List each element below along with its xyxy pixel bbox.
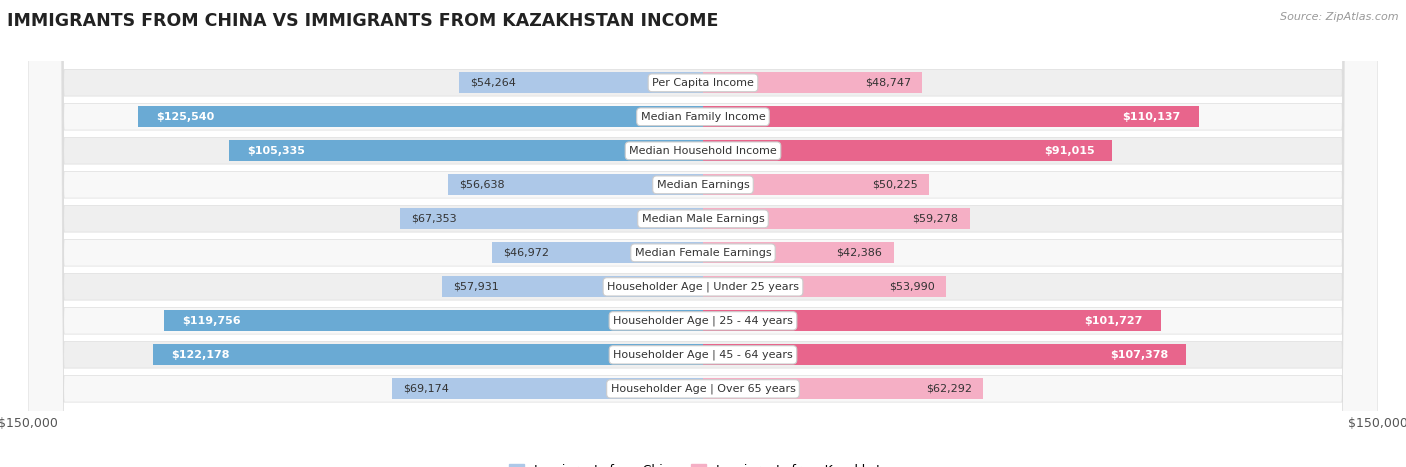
Text: Householder Age | Under 25 years: Householder Age | Under 25 years (607, 282, 799, 292)
Text: Median Family Income: Median Family Income (641, 112, 765, 122)
Text: $67,353: $67,353 (411, 214, 457, 224)
Bar (399, 208, 703, 229)
FancyBboxPatch shape (28, 0, 1378, 467)
Text: Median Household Income: Median Household Income (628, 146, 778, 156)
Bar (492, 242, 703, 263)
Bar (703, 106, 1198, 127)
Text: $53,990: $53,990 (889, 282, 935, 292)
Text: $57,931: $57,931 (454, 282, 499, 292)
Text: $105,335: $105,335 (247, 146, 305, 156)
Text: Source: ZipAtlas.com: Source: ZipAtlas.com (1281, 12, 1399, 21)
Bar (703, 242, 894, 263)
Text: $48,747: $48,747 (865, 78, 911, 88)
Text: $101,727: $101,727 (1084, 316, 1143, 326)
Bar (703, 140, 1112, 162)
FancyBboxPatch shape (28, 0, 1378, 467)
FancyBboxPatch shape (28, 0, 1378, 467)
Bar (153, 344, 703, 365)
Text: Per Capita Income: Per Capita Income (652, 78, 754, 88)
Text: $122,178: $122,178 (172, 350, 229, 360)
Text: $110,137: $110,137 (1122, 112, 1181, 122)
FancyBboxPatch shape (28, 0, 1378, 467)
Text: $46,972: $46,972 (503, 248, 548, 258)
Text: $50,225: $50,225 (872, 180, 918, 190)
Text: $59,278: $59,278 (912, 214, 959, 224)
Bar (703, 378, 983, 399)
Text: Median Male Earnings: Median Male Earnings (641, 214, 765, 224)
Bar (703, 208, 970, 229)
FancyBboxPatch shape (28, 0, 1378, 467)
Bar (703, 344, 1187, 365)
Text: $125,540: $125,540 (156, 112, 215, 122)
Legend: Immigrants from China, Immigrants from Kazakhstan: Immigrants from China, Immigrants from K… (505, 459, 901, 467)
Text: $119,756: $119,756 (183, 316, 240, 326)
Text: $42,386: $42,386 (837, 248, 883, 258)
Bar (703, 310, 1161, 332)
Text: Median Earnings: Median Earnings (657, 180, 749, 190)
FancyBboxPatch shape (28, 0, 1378, 467)
Bar (458, 72, 703, 93)
FancyBboxPatch shape (28, 0, 1378, 467)
Bar (392, 378, 703, 399)
Bar (703, 174, 929, 195)
Text: $54,264: $54,264 (470, 78, 516, 88)
Bar (703, 72, 922, 93)
FancyBboxPatch shape (28, 0, 1378, 467)
Text: $69,174: $69,174 (404, 384, 449, 394)
Text: $56,638: $56,638 (460, 180, 505, 190)
FancyBboxPatch shape (28, 0, 1378, 467)
Text: $91,015: $91,015 (1043, 146, 1094, 156)
Text: Householder Age | Over 65 years: Householder Age | Over 65 years (610, 383, 796, 394)
Bar (138, 106, 703, 127)
Bar (165, 310, 703, 332)
Text: IMMIGRANTS FROM CHINA VS IMMIGRANTS FROM KAZAKHSTAN INCOME: IMMIGRANTS FROM CHINA VS IMMIGRANTS FROM… (7, 12, 718, 30)
FancyBboxPatch shape (28, 0, 1378, 467)
Bar (449, 174, 703, 195)
Text: $62,292: $62,292 (927, 384, 972, 394)
Text: Median Female Earnings: Median Female Earnings (634, 248, 772, 258)
Text: Householder Age | 25 - 44 years: Householder Age | 25 - 44 years (613, 316, 793, 326)
Text: $107,378: $107,378 (1109, 350, 1168, 360)
Text: Householder Age | 45 - 64 years: Householder Age | 45 - 64 years (613, 350, 793, 360)
Bar (229, 140, 703, 162)
Bar (443, 276, 703, 297)
Bar (703, 276, 946, 297)
